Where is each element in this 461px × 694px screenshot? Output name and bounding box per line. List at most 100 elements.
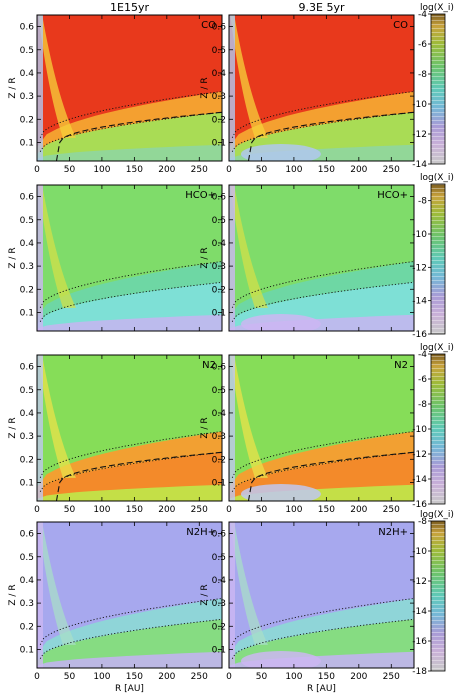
x-tick-label: 50 [256, 672, 268, 682]
dashed-contour [247, 111, 414, 161]
panel-frame [36, 354, 223, 502]
x-tick-label: 0 [34, 505, 40, 515]
y-tick-label: 0.4 [212, 409, 227, 419]
dashed-contour [55, 451, 222, 501]
colorbar-tick-label: -14 [412, 160, 427, 170]
x-tick-label: 200 [350, 165, 367, 175]
dotted-contour [39, 111, 222, 152]
y-tick-label: 0.1 [212, 645, 226, 655]
panel-frame [228, 184, 415, 332]
colorbar-label: log(X_i) [420, 3, 454, 13]
heatmap-inner-edge [229, 355, 235, 501]
species-label: N2 [202, 360, 216, 371]
colorbar-frame [430, 520, 446, 672]
colorbar-tick-label: -10 [412, 230, 427, 240]
x-tick-label: 250 [383, 505, 400, 515]
y-tick-label: 0.4 [212, 576, 227, 586]
panel-frame [36, 14, 223, 162]
colorbar-0: log(X_i)-4 -6 -8 -10 -12 -14 [412, 3, 454, 170]
colorbar-tick-label: -6 [418, 375, 427, 385]
y-tick-label: 0.5 [20, 216, 34, 226]
heatmap-panel-co-0: CO 0.1 0.2 0.3 0.4 0.5 0.6 Z / R 0 50 100 150 200 250 [8, 14, 223, 175]
x-tick-label: 250 [191, 672, 208, 682]
y-tick-label: 0.1 [212, 478, 226, 488]
colorbar-tick-label: -10 [412, 547, 427, 557]
heatmap-depletion-region [240, 651, 321, 668]
y-tick-label: 0.6 [20, 530, 35, 540]
heatmap-inner-streak [230, 15, 268, 138]
y-tick-label: 0.3 [212, 599, 226, 609]
colorbar-tick-label: -12 [412, 130, 427, 140]
colorbar-tick-label: -4 [418, 10, 427, 20]
species-label: N2H+ [378, 527, 408, 538]
y-tick-label: 0.1 [212, 308, 226, 318]
dotted-contour [39, 91, 222, 139]
y-tick-label: 0.5 [20, 46, 34, 56]
x-tick-label: 250 [383, 672, 400, 682]
y-axis-label: Z / R [200, 247, 210, 268]
y-tick-label: 0.2 [20, 622, 34, 632]
colorbar-2: log(X_i)-4 -6 -8 -10 -12 -14 -16 [412, 343, 454, 510]
x-tick-label: 0 [226, 672, 232, 682]
x-tick-label: 100 [93, 165, 110, 175]
heatmap-inner-edge [37, 15, 43, 161]
heatmap-panel-n2hplus-0: N2H+ 0.1 0.2 0.3 0.4 0.5 0.6 Z / R 0 50 100 150 200 2… [8, 521, 223, 694]
dotted-contour [39, 281, 222, 322]
x-tick-label: 150 [126, 672, 143, 682]
x-tick-label: 200 [158, 672, 175, 682]
colorbar-tick-label: -12 [412, 450, 427, 460]
colorbar-3: log(X_i)-8 -10 -12 -14 -16 -18 [412, 510, 454, 677]
y-tick-label: 0.5 [212, 46, 226, 56]
y-tick-label: 0.2 [20, 455, 34, 465]
colorbar-stripes [431, 14, 445, 164]
y-tick-label: 0.2 [20, 115, 34, 125]
y-tick-label: 0.4 [212, 69, 227, 79]
y-tick-label: 0.4 [212, 239, 227, 249]
y-tick-label: 0.6 [212, 363, 227, 373]
y-tick-label: 0.3 [212, 432, 226, 442]
y-tick-label: 0.5 [212, 216, 226, 226]
dotted-contour [231, 431, 414, 479]
colorbar-tick-label: -16 [412, 500, 427, 510]
heatmap-panel-n2hplus-1: N2H+ 0.1 0.2 0.3 0.4 0.5 0.6 Z / R 0 50 100 150 200 2… [200, 521, 415, 694]
colorbar-tick-label: -10 [412, 100, 427, 110]
dashed-contour [55, 111, 222, 161]
dotted-contour [231, 111, 414, 152]
species-label: CO [201, 20, 216, 31]
x-tick-label: 50 [64, 672, 76, 682]
species-label: CO [393, 20, 408, 31]
dashed-contour [247, 451, 414, 501]
x-tick-label: 150 [126, 505, 143, 515]
colorbar-tick-label: -10 [412, 425, 427, 435]
x-tick-label: 0 [226, 165, 232, 175]
heatmap-inner-edge [37, 522, 43, 668]
x-axis-label: R [AU] [307, 684, 336, 694]
heatmap-panel-n2-1: N2 0.1 0.2 0.3 0.4 0.5 0.6 Z / R 0 50 100 150 200 250 [200, 354, 415, 515]
y-tick-label: 0.2 [212, 622, 226, 632]
colorbar-tick-label: -8 [418, 70, 427, 80]
dotted-contour [231, 618, 414, 659]
x-tick-label: 150 [126, 165, 143, 175]
y-tick-label: 0.4 [20, 69, 35, 79]
x-tick-label: 150 [318, 165, 335, 175]
y-tick-label: 0.3 [212, 92, 226, 102]
y-tick-label: 0.3 [20, 262, 34, 272]
colorbar-tick-label: -18 [412, 667, 427, 677]
y-tick-label: 0.1 [212, 138, 226, 148]
colorbar-tick-label: -8 [418, 517, 427, 527]
x-tick-label: 50 [64, 165, 76, 175]
heatmap-depletion-region [240, 314, 321, 331]
colorbar-tick-label: -14 [412, 607, 427, 617]
dotted-contour [39, 451, 222, 492]
colorbar-tick-label: -4 [418, 350, 427, 360]
colorbar-tick-label: -8 [418, 400, 427, 410]
y-tick-label: 0.3 [20, 599, 34, 609]
dotted-contour [39, 618, 222, 659]
heatmap-depletion-region [240, 484, 321, 501]
heatmap-inner-edge [229, 185, 235, 331]
x-tick-label: 250 [191, 165, 208, 175]
x-tick-label: 200 [158, 165, 175, 175]
colorbar-label: log(X_i) [420, 343, 454, 353]
y-tick-label: 0.6 [20, 363, 35, 373]
x-tick-label: 50 [256, 165, 268, 175]
